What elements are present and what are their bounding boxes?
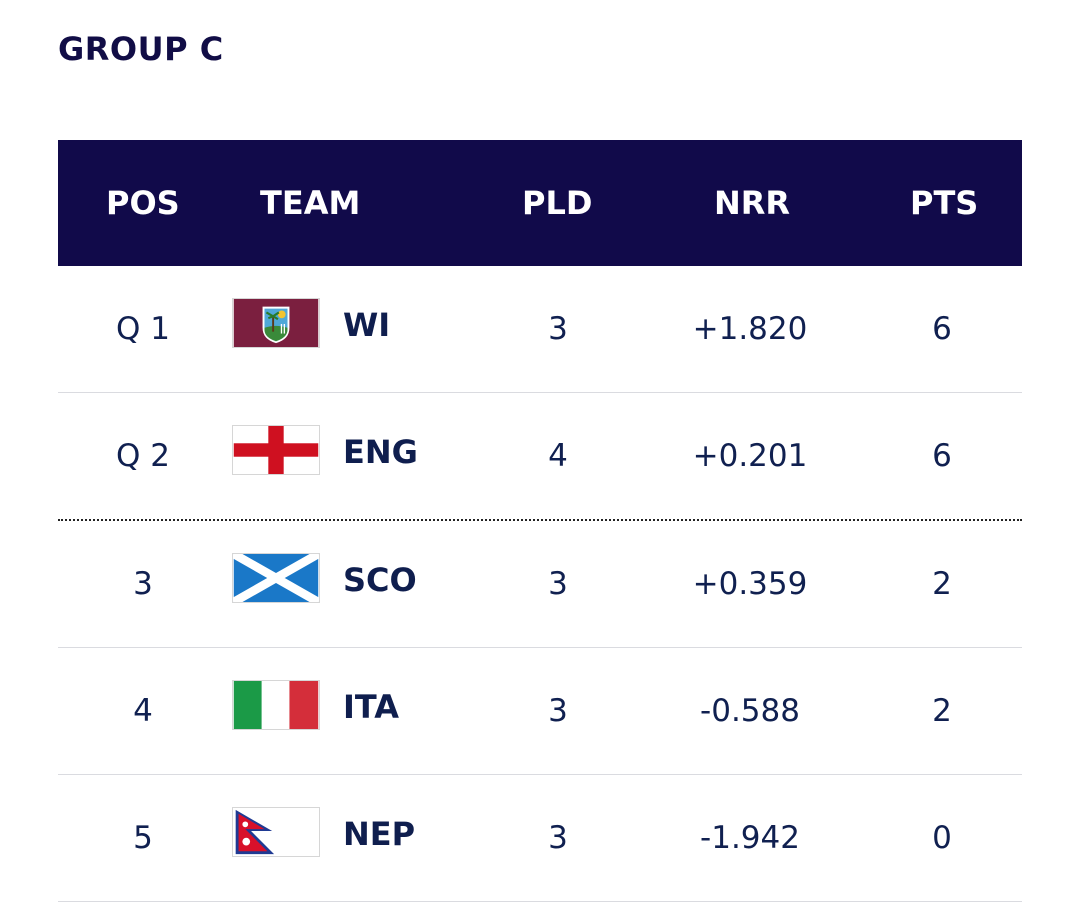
row-nrr: -0.588 <box>700 693 800 729</box>
row-nrr: +1.820 <box>692 311 808 347</box>
row-pos: Q 1 <box>116 311 170 347</box>
row-pos: 3 <box>133 566 153 602</box>
row-nrr: +0.359 <box>692 566 808 602</box>
header-pts: PTS <box>910 184 979 222</box>
table-row[interactable]: Q 2 ENG 4 +0.201 6 <box>58 393 1022 521</box>
row-pos: 4 <box>133 693 153 729</box>
row-pts: 2 <box>932 566 952 602</box>
header-pld: PLD <box>522 184 593 222</box>
team-name[interactable]: ITA <box>343 688 400 726</box>
standings-table: POS TEAM PLD NRR PTS Q 1 WI 3 +1.820 6 <box>58 140 1022 902</box>
row-pos: Q 2 <box>116 438 170 474</box>
table-row[interactable]: 3 SCO 3 +0.359 2 <box>58 521 1022 648</box>
team-name[interactable]: NEP <box>343 815 416 853</box>
table-row[interactable]: 5 NEP 3 -1.942 0 <box>58 775 1022 902</box>
row-nrr: +0.201 <box>692 438 808 474</box>
row-pld: 4 <box>548 438 568 474</box>
team-name[interactable]: SCO <box>343 561 417 599</box>
row-pts: 6 <box>932 438 952 474</box>
row-nrr: -1.942 <box>700 820 800 856</box>
team-name[interactable]: ENG <box>343 433 418 471</box>
row-pts: 6 <box>932 311 952 347</box>
row-pts: 2 <box>932 693 952 729</box>
row-pld: 3 <box>548 311 568 347</box>
scotland-flag-icon <box>232 553 320 603</box>
nepal-flag-icon <box>232 807 320 857</box>
table-row[interactable]: 4 ITA 3 -0.588 2 <box>58 648 1022 775</box>
italy-flag-icon <box>232 680 320 730</box>
row-pts: 0 <box>932 820 952 856</box>
header-pos: POS <box>106 184 180 222</box>
header-team: TEAM <box>260 184 361 222</box>
row-pld: 3 <box>548 820 568 856</box>
row-pos: 5 <box>133 820 153 856</box>
row-pld: 3 <box>548 566 568 602</box>
west-indies-flag-icon <box>232 298 320 348</box>
header-nrr: NRR <box>714 184 791 222</box>
table-header: POS TEAM PLD NRR PTS <box>58 140 1022 266</box>
row-pld: 3 <box>548 693 568 729</box>
england-flag-icon <box>232 425 320 475</box>
group-title: GROUP C <box>58 30 224 68</box>
table-row[interactable]: Q 1 WI 3 +1.820 6 <box>58 266 1022 393</box>
team-name[interactable]: WI <box>343 306 391 344</box>
